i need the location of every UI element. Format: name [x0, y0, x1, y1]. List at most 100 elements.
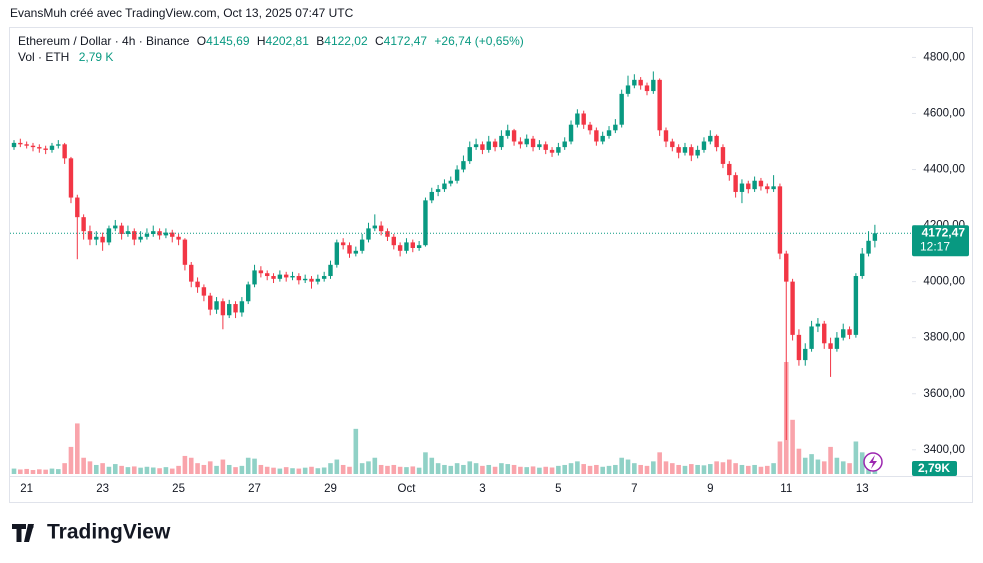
candle-body: [771, 186, 776, 190]
volume-bar: [81, 457, 86, 474]
candle-body: [397, 245, 403, 251]
volume-bar: [429, 457, 435, 474]
event-icon-bolt: [869, 455, 877, 469]
volume-bar: [840, 461, 846, 474]
volume-bar: [182, 455, 188, 474]
volume-bar: [511, 464, 517, 474]
volume-bar: [119, 465, 124, 474]
volume-bar: [853, 441, 859, 474]
candle-body: [651, 79, 656, 92]
logo-icon: [12, 524, 34, 542]
legend-value: 4145,69: [206, 34, 250, 48]
candle-body: [499, 135, 504, 148]
candle-body: [866, 240, 871, 254]
y-tick-label: 4800,00: [923, 51, 965, 63]
candle-body: [695, 149, 700, 156]
candle-body: [644, 85, 650, 92]
candle-body: [632, 79, 637, 86]
candle-body: [480, 144, 485, 150]
volume-bar: [87, 461, 93, 474]
candle-body: [872, 233, 878, 241]
candle-body: [423, 200, 428, 246]
volume-bar: [347, 466, 352, 474]
volume-bar: [638, 464, 643, 474]
volume-bar: [834, 457, 840, 474]
volume-bar: [575, 461, 580, 474]
candle-body: [283, 274, 289, 278]
candle-body: [144, 233, 150, 237]
candle-body: [195, 281, 200, 288]
candle-body: [727, 163, 732, 176]
candle-body: [657, 79, 662, 131]
candle-body: [18, 142, 23, 145]
legend-row: Ethereum / Dollar · 4h · Binance O4145,6…: [18, 34, 524, 48]
candle-body: [163, 232, 169, 236]
candle-body: [638, 79, 643, 86]
volume-bar: [524, 467, 530, 474]
candle-body: [416, 245, 422, 248]
candle-body: [448, 180, 453, 184]
candle-body: [809, 326, 814, 349]
candle-body: [600, 135, 605, 142]
candle-body: [43, 148, 48, 150]
candle-body: [587, 124, 593, 131]
candle-body: [454, 169, 460, 181]
volume-bar: [708, 464, 713, 474]
candle-body: [733, 175, 738, 192]
volume-bar: [150, 467, 156, 474]
volume-bar: [448, 465, 454, 474]
candle-body: [834, 337, 840, 349]
volume-bar: [473, 463, 479, 474]
legend-change: +26,74 (+0,65%): [434, 34, 523, 48]
candle-body: [581, 113, 586, 125]
candle-body: [822, 323, 827, 344]
volume-bar: [632, 463, 637, 474]
volume-bar: [131, 466, 137, 474]
candle-body: [568, 124, 574, 142]
volume-bar: [56, 469, 61, 474]
last-price-label: 4172,47: [922, 225, 966, 239]
volume-bar: [423, 452, 428, 474]
candle-body: [784, 253, 789, 282]
candle-body: [170, 232, 175, 237]
candle-body: [853, 276, 859, 335]
candle-body: [518, 141, 523, 145]
volume-bar: [733, 463, 738, 474]
volume-bar: [657, 452, 662, 474]
candle-body: [410, 242, 415, 248]
volume-bar: [112, 464, 118, 474]
volume-bar: [226, 464, 232, 474]
volume-bar: [651, 461, 656, 474]
candle-body: [271, 276, 276, 279]
candle-body: [765, 186, 770, 190]
candle-body: [220, 301, 226, 316]
volume-bar: [277, 468, 283, 474]
volume-bar: [821, 461, 827, 474]
volume-bar: [714, 461, 719, 474]
volume-bar: [745, 465, 751, 474]
legend-key: O: [197, 34, 206, 48]
volume-legend-row: Vol · ETH 2,79 K: [18, 50, 113, 64]
candle-body: [334, 242, 340, 265]
volume-bar: [302, 467, 308, 474]
candle-body: [404, 242, 409, 251]
volume-bar: [93, 464, 99, 474]
legend-key: B: [316, 34, 324, 48]
volume-bar: [790, 419, 795, 474]
volume-bar: [663, 461, 669, 474]
volume-bar: [188, 457, 194, 474]
candle-body: [473, 144, 479, 148]
volume-bar: [252, 458, 257, 474]
volume-bar: [353, 428, 359, 474]
candle-body: [62, 144, 67, 159]
volume-bar: [201, 464, 207, 474]
candle-body: [214, 301, 219, 310]
candle-body: [442, 183, 447, 190]
candle-body: [239, 301, 245, 313]
candle-body: [847, 329, 852, 335]
candle-body: [252, 270, 257, 285]
volume-bar: [163, 467, 169, 474]
volume-bar: [720, 462, 726, 474]
legend-value: 4172,47: [384, 34, 428, 48]
